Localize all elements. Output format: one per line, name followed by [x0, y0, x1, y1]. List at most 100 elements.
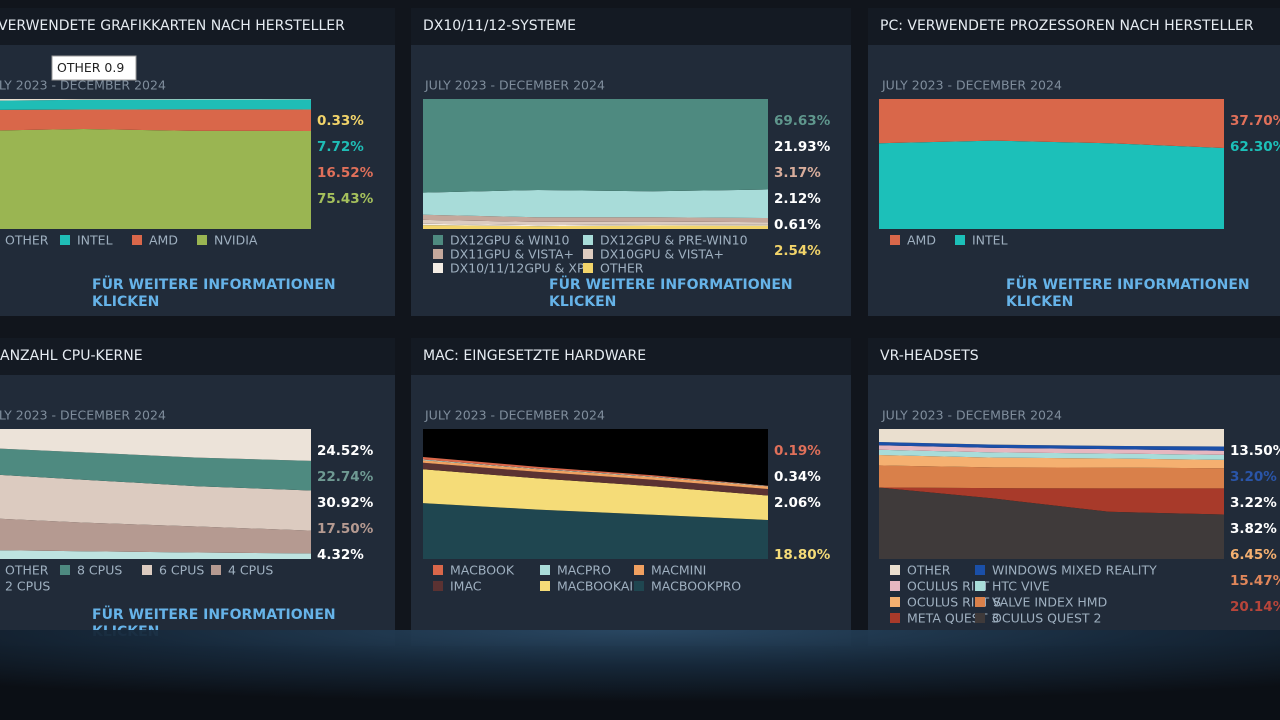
area	[423, 503, 768, 559]
area	[423, 225, 768, 229]
legend-swatch	[540, 565, 550, 575]
area	[0, 429, 311, 461]
percent-label: 3.17%	[774, 165, 821, 181]
panel: DX10/11/12-SYSTEME JULY 2023 - DECEMBER 2…	[411, 8, 851, 316]
legend-swatch	[955, 235, 965, 245]
legend-swatch	[433, 249, 443, 259]
legend-swatch	[890, 581, 900, 591]
percent-label: 37.70%	[1230, 113, 1280, 129]
area	[879, 465, 1224, 489]
panel-title: DX10/11/12-SYSTEME	[423, 18, 576, 34]
panel-header	[0, 338, 395, 375]
percent-label: 2.06%	[774, 495, 821, 511]
legend-swatch	[975, 565, 985, 575]
area	[0, 129, 311, 229]
area	[0, 474, 311, 531]
area	[879, 429, 1224, 447]
period: JULY 2023 - DECEMBER 2024	[0, 78, 166, 93]
panel: PC: VERWENDETE PROZESSOREN NACH HERSTELL…	[868, 8, 1280, 316]
percent-label: 2.54%	[774, 243, 821, 259]
tooltip: OTHER 0.9	[51, 55, 137, 81]
area	[879, 455, 1224, 469]
info-link[interactable]: FÜR WEITERE INFORMATIONEN	[1006, 275, 1250, 293]
panel-title: VR-HEADSETS	[880, 348, 979, 364]
percent-label: 21.93%	[774, 139, 831, 155]
percent-label: 69.63%	[774, 113, 831, 129]
area	[423, 456, 768, 486]
info-link[interactable]: FÜR WEITERE INFORMATIONEN	[92, 605, 336, 623]
legend-label: VALVE INDEX HMD	[992, 595, 1107, 610]
panel-header	[411, 8, 851, 45]
legend-swatch	[890, 597, 900, 607]
legend-label: META QUEST 3	[907, 611, 999, 626]
info-link[interactable]: KLICKEN	[1006, 294, 1073, 310]
percent-label: 15.47%	[1230, 573, 1280, 589]
panel: VERWENDETE GRAFIKKARTEN NACH HERSTELLER J…	[0, 8, 395, 316]
percent-label: 3.82%	[1230, 521, 1277, 537]
area	[423, 223, 768, 227]
legend-swatch	[211, 565, 221, 575]
panel: VR-HEADSETS JULY 2023 - DECEMBER 2024 13.5…	[868, 338, 1280, 646]
legend-swatch	[433, 581, 443, 591]
legend-label: OTHER	[600, 261, 644, 276]
period: JULY 2023 - DECEMBER 2024	[881, 78, 1062, 93]
legend-swatch	[975, 581, 985, 591]
legend-label: NVIDIA	[214, 233, 258, 248]
legend-swatch	[433, 565, 443, 575]
legend-label: MACBOOKPRO	[651, 579, 741, 594]
percent-label: 0.33%	[317, 113, 364, 129]
info-link[interactable]: FÜR WEITERE INFORMATIONEN	[549, 275, 793, 293]
area	[0, 99, 311, 101]
legend-label: OTHER	[5, 233, 49, 248]
legend-label: DX10/11/12GPU & XP	[450, 261, 585, 276]
tooltip-text: OTHER 0.9	[57, 60, 124, 75]
percent-label: 62.30%	[1230, 139, 1280, 155]
legend-swatch	[142, 565, 152, 575]
legend-swatch	[583, 263, 593, 273]
percent-label: 22.74%	[317, 469, 374, 485]
percent-label: 0.34%	[774, 469, 821, 485]
area	[423, 460, 768, 490]
period: JULY 2023 - DECEMBER 2024	[881, 408, 1062, 423]
percent-label: 3.22%	[1230, 495, 1277, 511]
info-link[interactable]: KLICKEN	[549, 294, 616, 310]
panel-header	[411, 338, 851, 375]
area	[879, 442, 1224, 451]
legend-swatch	[890, 235, 900, 245]
area	[0, 550, 311, 559]
legend-swatch	[975, 613, 985, 623]
area	[423, 462, 768, 496]
percent-label: 18.80%	[774, 547, 831, 563]
info-link[interactable]: FÜR WEITERE INFORMATIONEN	[92, 275, 336, 293]
info-link[interactable]: KLICKEN	[92, 294, 159, 310]
area	[0, 518, 311, 554]
percent-label: 16.52%	[317, 165, 374, 181]
legend-label: OCULUS RIFT	[907, 579, 989, 594]
legend-label: 2 CPUS	[5, 579, 50, 594]
legend-label: DX12GPU & PRE-WIN10	[600, 233, 748, 248]
area	[423, 219, 768, 226]
percent-label: 4.32%	[317, 547, 364, 563]
percent-label: 17.50%	[317, 521, 374, 537]
panel-header	[868, 8, 1280, 45]
area	[879, 99, 1224, 149]
legend-label: OCULUS QUEST 2	[992, 611, 1102, 626]
area	[423, 99, 768, 193]
legend-label: MACMINI	[651, 563, 706, 578]
legend-label: AMD	[149, 233, 178, 248]
area	[879, 140, 1224, 229]
legend-swatch	[60, 565, 70, 575]
legend-label: MACBOOK	[450, 563, 515, 578]
legend-swatch	[132, 235, 142, 245]
area	[879, 449, 1224, 460]
panel-header	[0, 8, 395, 45]
percent-label: 75.43%	[317, 191, 374, 207]
legend-swatch	[433, 263, 443, 273]
percent-label: 3.20%	[1230, 469, 1277, 485]
panel-title: VERWENDETE GRAFIKKARTEN NACH HERSTELLER	[0, 18, 345, 34]
percent-label: 20.14%	[1230, 599, 1280, 615]
legend-label: OCULUS RIFT S	[907, 595, 1001, 610]
legend-swatch	[975, 597, 985, 607]
legend-swatch	[540, 581, 550, 591]
legend-label: MACBOOKAIR	[557, 579, 642, 594]
